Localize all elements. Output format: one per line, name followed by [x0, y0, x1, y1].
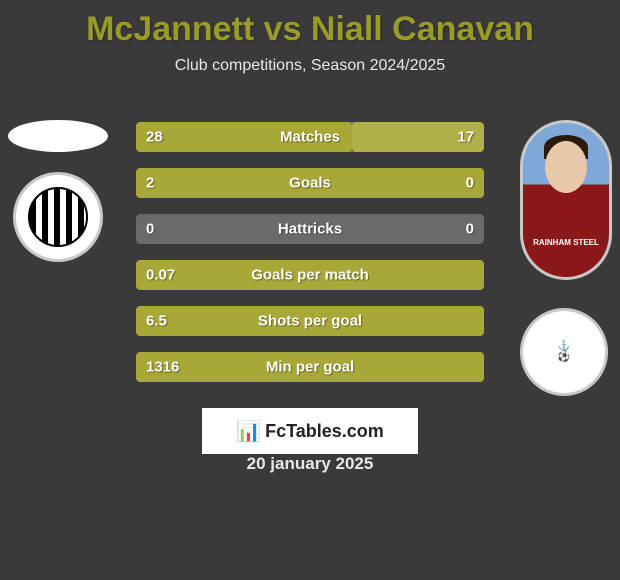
player2-club-badge: ⚓⚽ — [520, 308, 608, 396]
stat-value-left: 1316 — [146, 359, 179, 376]
stat-label: Hattricks — [278, 221, 342, 238]
stat-row: 28 Matches 17 — [136, 122, 484, 152]
stat-value-right: 17 — [457, 129, 474, 146]
snapshot-date: 20 january 2025 — [247, 454, 374, 474]
stat-value-left: 0 — [146, 221, 154, 238]
stat-label: Shots per goal — [258, 313, 362, 330]
stat-value-right: 0 — [466, 175, 474, 192]
stat-label: Goals — [289, 175, 331, 192]
stat-value-left: 28 — [146, 129, 163, 146]
club-badge-stripes-icon — [28, 187, 88, 247]
player1-club-badge — [13, 172, 103, 262]
stat-value-left: 0.07 — [146, 267, 175, 284]
stat-value-right: 0 — [466, 221, 474, 238]
chart-icon: 📊 — [236, 419, 261, 444]
stat-row: 6.5 Shots per goal — [136, 306, 484, 336]
right-player-area: RAINHAM STEEL ⚓⚽ — [520, 120, 612, 396]
stat-value-left: 2 — [146, 175, 154, 192]
left-player-area — [8, 120, 108, 262]
stats-comparison-area: 28 Matches 17 2 Goals 0 0 Hattricks 0 0.07 Goals p… — [136, 122, 484, 398]
stat-label: Goals per match — [251, 267, 369, 284]
branding-box: 📊 FcTables.com — [202, 408, 418, 454]
stat-value-left: 6.5 — [146, 313, 167, 330]
branding-text: FcTables.com — [265, 421, 384, 442]
comparison-subtitle: Club competitions, Season 2024/2025 — [0, 57, 620, 75]
stat-row: 2 Goals 0 — [136, 168, 484, 198]
stat-row: 1316 Min per goal — [136, 352, 484, 382]
player2-photo: RAINHAM STEEL — [520, 120, 612, 280]
player-head-icon — [545, 141, 587, 193]
stat-label: Matches — [280, 129, 340, 146]
stat-row: 0.07 Goals per match — [136, 260, 484, 290]
club-badge2-icon: ⚓⚽ — [558, 341, 570, 363]
jersey-sponsor-text: RAINHAM STEEL — [533, 238, 599, 247]
comparison-title: McJannett vs Niall Canavan — [0, 0, 620, 49]
stat-label: Min per goal — [266, 359, 354, 376]
player1-photo-placeholder — [8, 120, 108, 152]
stat-row: 0 Hattricks 0 — [136, 214, 484, 244]
